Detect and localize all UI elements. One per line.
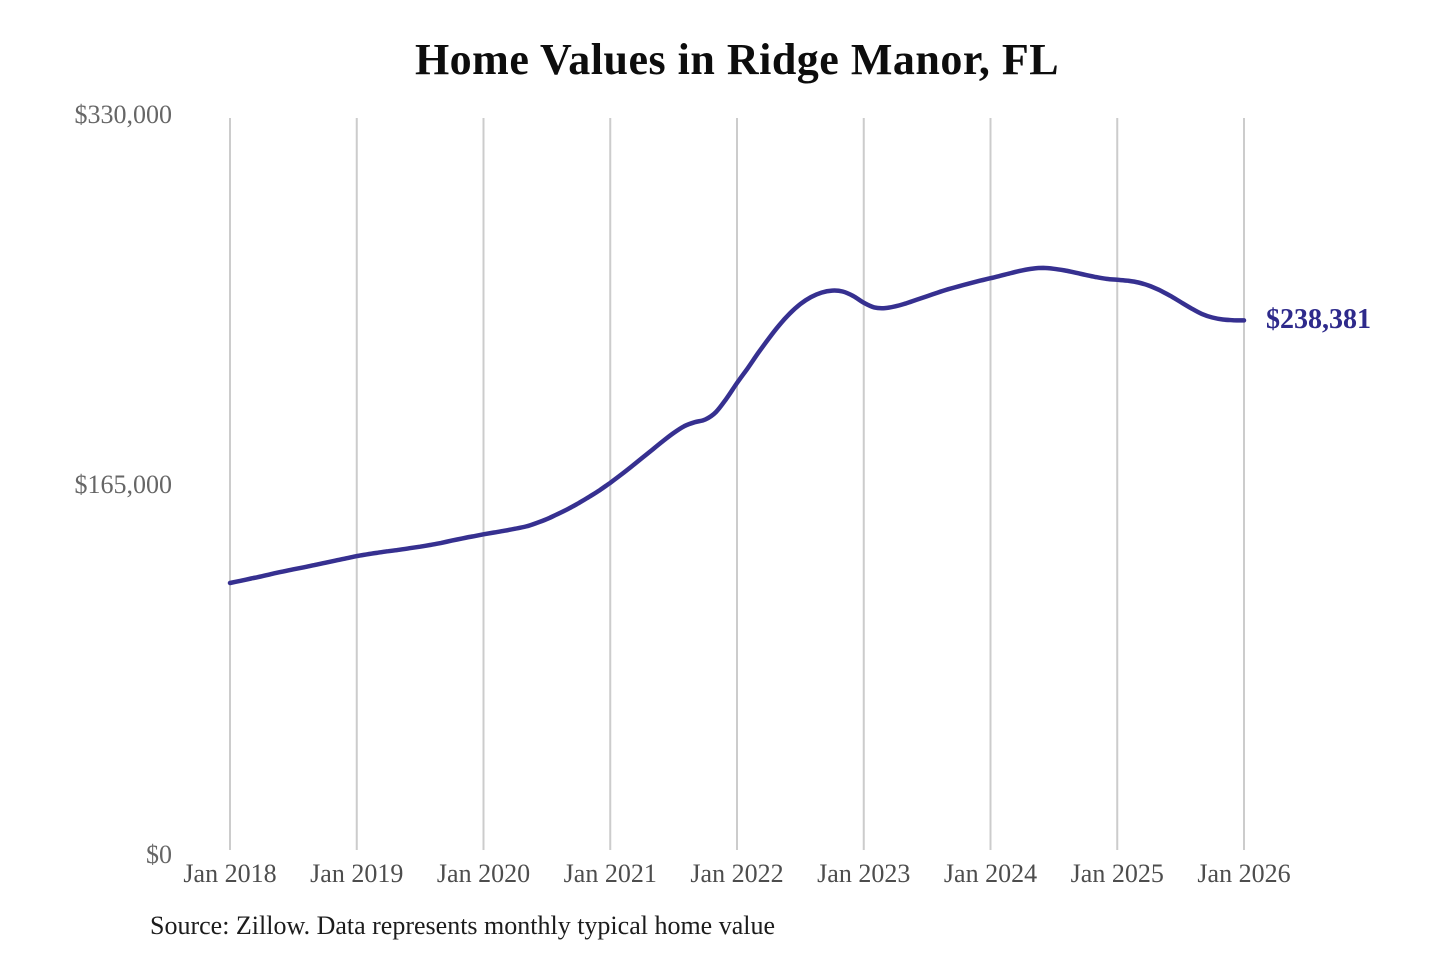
current-value-label: $238,381 <box>1266 304 1371 336</box>
x-axis-tick-label: Jan 2023 <box>817 859 911 888</box>
home-value-line <box>227 265 1247 586</box>
x-axis-tick-label: Jan 2020 <box>436 859 531 888</box>
x-axis-tick-label: Jan 2021 <box>563 859 657 888</box>
x-axis-tick-label: Jan 2026 <box>1197 859 1291 888</box>
x-axis-tick-label: Jan 2018 <box>183 859 277 888</box>
source-note: Source: Zillow. Data represents monthly … <box>150 911 776 940</box>
y-axis-tick-label: $330,000 <box>74 100 173 129</box>
x-axis-tick-label: Jan 2025 <box>1070 859 1164 888</box>
y-axis-tick-label: $0 <box>146 840 172 869</box>
chart-title: Home Values in Ridge Manor, FL <box>414 35 1060 84</box>
vertical-gridlines <box>229 118 1245 850</box>
x-axis-tick-label: Jan 2022 <box>690 859 784 888</box>
y-axis-tick-label: $165,000 <box>74 470 173 499</box>
x-axis-tick-label: Jan 2024 <box>943 859 1038 888</box>
x-axis-tick-label: Jan 2019 <box>310 859 404 888</box>
